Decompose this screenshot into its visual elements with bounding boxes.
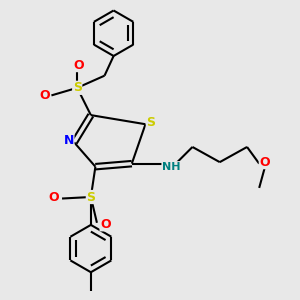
Text: N: N	[64, 134, 74, 147]
Text: O: O	[74, 58, 84, 72]
Text: S: S	[86, 190, 95, 203]
Text: O: O	[39, 89, 50, 102]
Text: O: O	[100, 218, 111, 231]
Text: O: O	[48, 191, 59, 204]
Text: O: O	[259, 156, 270, 169]
Text: NH: NH	[162, 162, 181, 172]
Text: S: S	[73, 81, 82, 94]
Text: S: S	[146, 116, 155, 129]
